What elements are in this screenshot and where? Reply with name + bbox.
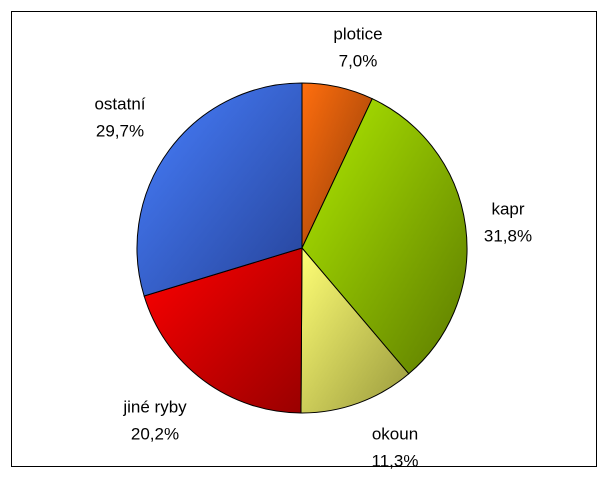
pie-slice [300, 246, 410, 414]
pie-slice [301, 98, 468, 375]
pie-slice [143, 247, 303, 414]
slice-value-label: 7,0% [339, 51, 378, 70]
pie-slice [136, 82, 303, 297]
slice-label: plotice [333, 24, 382, 43]
slice-label: jiné ryby [122, 397, 187, 416]
slice-value-label: 29,7% [96, 121, 144, 140]
slice-value-label: 31,8% [484, 226, 532, 245]
slice-value-label: 20,2% [131, 424, 179, 443]
slice-label: kapr [491, 199, 524, 218]
slice-label: okoun [372, 424, 418, 443]
slice-value-label: 11,3% [372, 451, 419, 470]
slice-label: ostatní [94, 94, 145, 113]
